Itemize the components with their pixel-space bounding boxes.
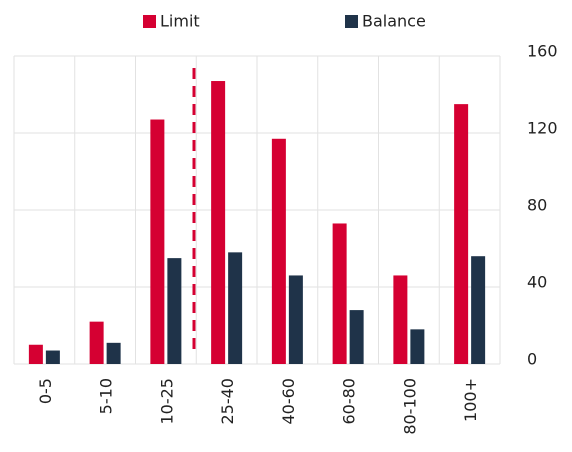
bar: [471, 256, 486, 364]
bar: [288, 275, 303, 364]
bar: [271, 138, 286, 364]
legend-swatch: [143, 15, 156, 28]
bar: [106, 342, 121, 364]
x-tick-label: 80-100: [400, 378, 419, 435]
x-tick-label: 25-40: [218, 378, 237, 425]
bar: [45, 350, 60, 364]
bar: [28, 344, 43, 364]
legend-swatch: [345, 15, 358, 28]
bar: [89, 321, 104, 364]
x-tick-label: 5-10: [97, 378, 116, 414]
bar: [410, 329, 425, 364]
bar: [349, 310, 364, 364]
x-tick-label: 60-80: [340, 378, 359, 425]
y-tick-label: 40: [527, 273, 547, 292]
x-tick-label: 0-5: [36, 378, 55, 404]
legend-label: Limit: [160, 12, 200, 31]
x-tick-label: 40-60: [279, 378, 298, 425]
bar: [167, 258, 182, 364]
bar: [150, 119, 165, 365]
x-tick-label: 100+: [461, 378, 480, 422]
x-tick-label: 10-25: [157, 378, 176, 425]
bar: [211, 81, 226, 365]
y-tick-label: 80: [527, 196, 547, 215]
bar: [228, 252, 243, 364]
bar: [454, 104, 469, 364]
y-tick-label: 0: [527, 350, 537, 369]
y-tick-label: 160: [527, 42, 558, 61]
bar: [393, 275, 408, 364]
legend-label: Balance: [362, 12, 426, 31]
bar: [332, 223, 347, 364]
y-tick-label: 120: [527, 119, 558, 138]
